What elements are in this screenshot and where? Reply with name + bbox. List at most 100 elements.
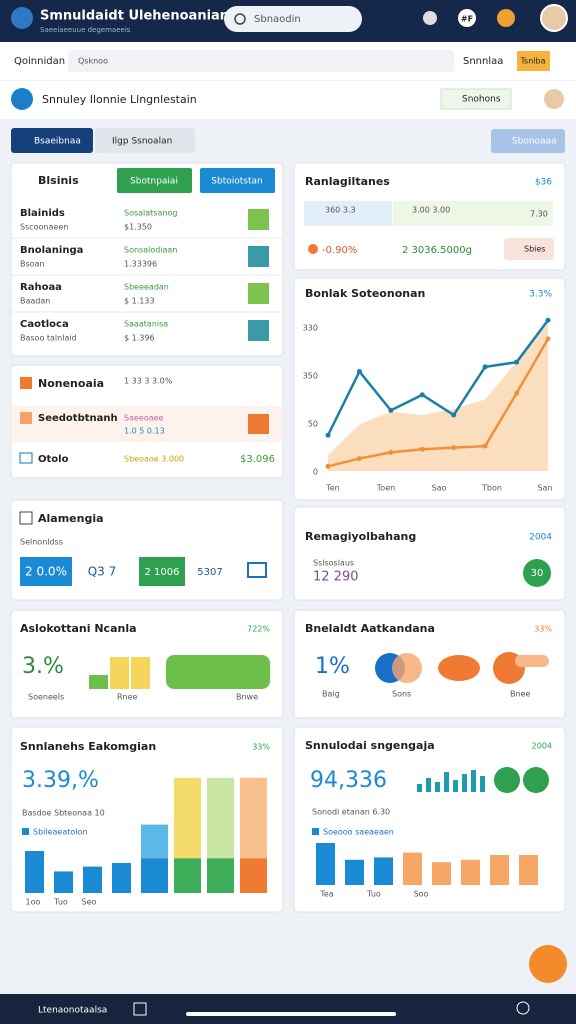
legend-swatch: [22, 828, 29, 835]
decor-block: [166, 655, 270, 689]
logo[interactable]: [11, 7, 33, 29]
card-title: Aslokottani Ncanla: [20, 622, 137, 635]
stat-tile: [20, 557, 72, 586]
card-line: Basdoe Sbteonaa 10: [22, 809, 105, 818]
card-title: Snnlanehs Eakomgian: [20, 740, 156, 753]
card-badge: 33%: [252, 743, 270, 752]
y-label: 0: [313, 468, 318, 477]
stack-segment: [207, 858, 234, 893]
tab-action-label: Sbonoaaa: [512, 137, 557, 147]
row-status: Saeeoaee: [124, 414, 164, 423]
point: [482, 364, 488, 370]
address-text: Qsknoo: [78, 57, 108, 66]
chart-icon: [392, 653, 422, 683]
row-action[interactable]: [248, 414, 269, 434]
button[interactable]: [504, 238, 554, 260]
apps-icon[interactable]: [497, 9, 515, 27]
card-meta: 1 33 3 3.0%: [124, 377, 173, 386]
row-check[interactable]: [248, 209, 269, 230]
address-input[interactable]: [68, 50, 454, 72]
tile-label: 7.30: [530, 210, 548, 219]
point: [419, 392, 425, 398]
search-icon: [234, 13, 246, 25]
point: [451, 412, 457, 418]
button[interactable]: [200, 168, 275, 193]
chart-icon: [438, 655, 480, 681]
search-placeholder: Sbnaodin: [254, 14, 301, 25]
card: [10, 499, 284, 601]
bottom-label: Ltenaonotaalsa: [38, 1006, 107, 1016]
card-big: 1%: [315, 654, 350, 679]
tab[interactable]: [95, 128, 195, 153]
legend-swatch: [312, 828, 319, 835]
card-icon: [19, 511, 33, 525]
row-status: Sbeeeadan: [124, 283, 169, 292]
user-icon[interactable]: [423, 11, 437, 25]
bar: [432, 862, 451, 885]
row-name: Rahoaa: [20, 282, 62, 293]
stat: 2 0.0%: [25, 565, 67, 579]
stack-segment: [174, 777, 201, 859]
x-label: Tuo: [366, 890, 381, 899]
bar: [316, 843, 335, 885]
avatar[interactable]: [540, 4, 568, 32]
x-label: Soo: [414, 890, 429, 899]
chart-icon: [515, 655, 549, 667]
x-label: San: [537, 484, 552, 493]
address-button[interactable]: [517, 51, 550, 71]
y-label: 330: [303, 324, 318, 333]
icon[interactable]: [247, 562, 267, 578]
row-check[interactable]: [248, 283, 269, 304]
home-indicator: [186, 1012, 396, 1016]
header-icon: [11, 88, 33, 110]
row-value: 1.0 5 0.13: [124, 427, 165, 436]
point: [545, 317, 551, 323]
nav-icon[interactable]: [516, 1001, 530, 1015]
stat: 2 1006: [145, 567, 180, 578]
notification-icon[interactable]: [458, 9, 476, 27]
card-title: Bnelaldt Aatkandana: [305, 622, 435, 635]
row-highlight: [11, 406, 283, 442]
stack-segment: [141, 824, 168, 859]
button-label: Sbtoiotstan: [211, 177, 262, 187]
row-status: Sbeoaoe 3.000: [124, 455, 184, 464]
row-value: $ 1.133: [124, 297, 155, 306]
header-button[interactable]: [440, 88, 512, 110]
row-check[interactable]: [248, 320, 269, 341]
card-title: Bonlak Soteononan: [305, 287, 425, 300]
header-avatar[interactable]: [544, 89, 564, 109]
nav-icon[interactable]: [133, 1002, 147, 1016]
stat: 5307: [197, 567, 222, 578]
card-big: 3.%: [22, 654, 64, 679]
button[interactable]: [117, 168, 192, 193]
icon-label: Baig: [322, 690, 340, 699]
x-label: Tea: [319, 890, 333, 899]
fab[interactable]: [529, 945, 567, 983]
card-value: 12 290: [313, 570, 359, 585]
x-label: Seo: [82, 898, 97, 907]
row-name: Blainids: [20, 208, 65, 219]
legend-label: Soeooo saeaeaen: [323, 828, 394, 837]
point: [388, 407, 394, 413]
tab-action[interactable]: [491, 129, 565, 153]
app-title: Smnuldaidt Ulehenoanian: [40, 9, 229, 24]
row-status: Sonsalodiaan: [124, 246, 177, 255]
row-check[interactable]: [248, 246, 269, 267]
stat: 2 3036.5000g: [402, 245, 472, 256]
bar: [374, 857, 393, 885]
point: [356, 456, 362, 462]
icon-label: Bnee: [510, 690, 530, 699]
search-box[interactable]: [224, 6, 362, 32]
dropdown[interactable]: Snnnlaa: [463, 56, 503, 67]
row-icon: [20, 412, 32, 424]
point: [325, 463, 331, 469]
bar: [83, 866, 102, 893]
button-label: Sbotnpaiai: [130, 177, 178, 187]
line: [327, 338, 550, 468]
row-name: Caotloca: [20, 319, 69, 330]
tile-label: 360 3.3: [325, 206, 356, 215]
card-label: Sslsoslaus: [313, 559, 354, 568]
tile-label: 3.00 3.00: [412, 206, 450, 215]
tab-active[interactable]: [11, 128, 93, 153]
card-label: Selnonldss: [20, 538, 63, 547]
